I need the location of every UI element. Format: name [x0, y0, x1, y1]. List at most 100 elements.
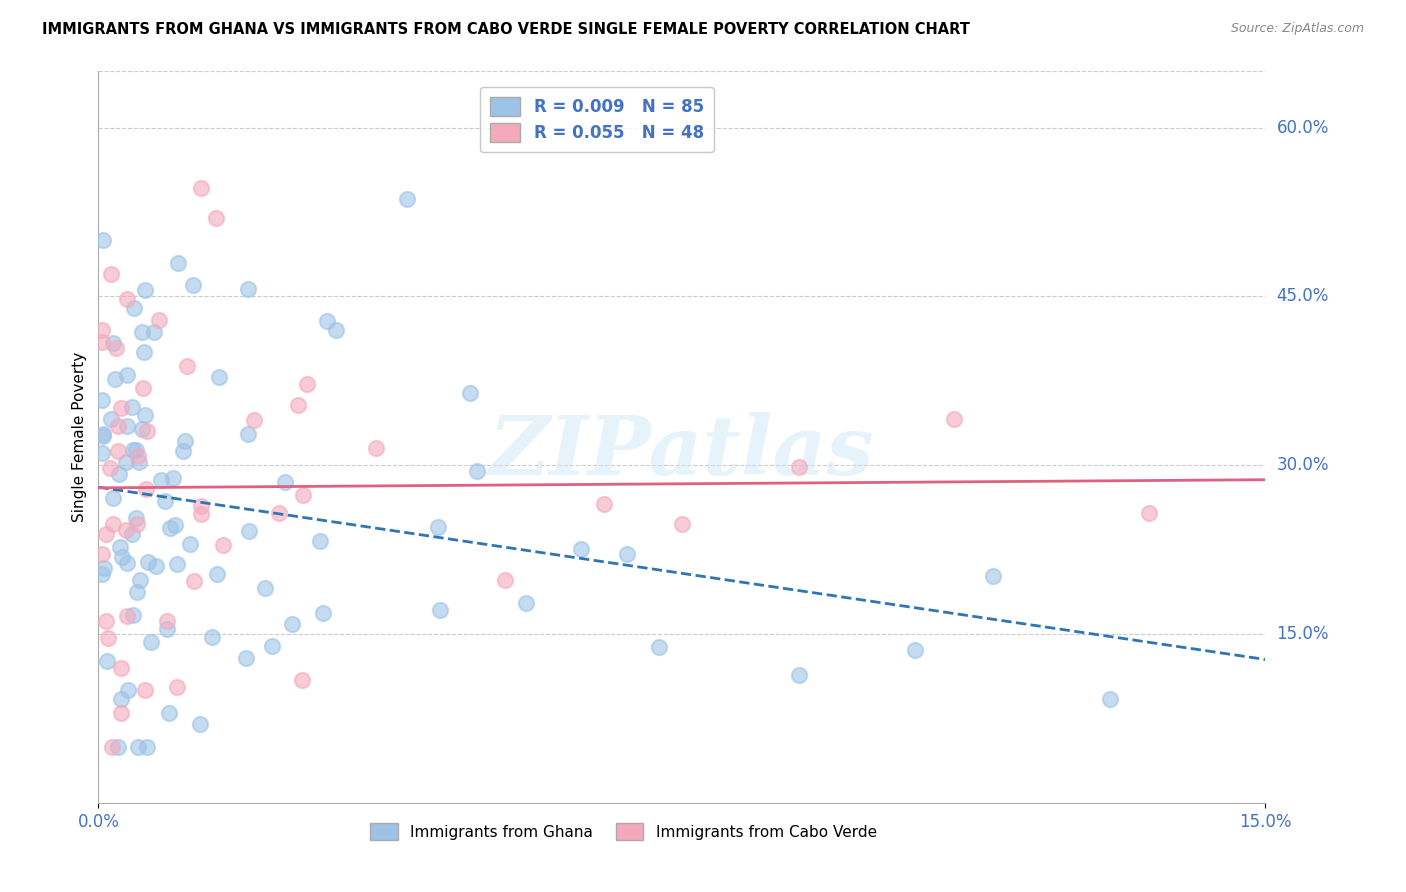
Point	[281, 617, 304, 632]
Point	[172, 443, 194, 458]
Point	[243, 413, 266, 427]
Point	[117, 683, 139, 698]
Point	[262, 639, 284, 653]
Point	[125, 510, 148, 524]
Point	[904, 643, 927, 657]
Point	[190, 180, 212, 194]
Point	[494, 573, 516, 587]
Point	[190, 507, 212, 521]
Point	[162, 470, 184, 484]
Point	[208, 370, 231, 384]
Text: 60.0%: 60.0%	[1277, 119, 1329, 136]
Text: 45.0%: 45.0%	[1277, 287, 1329, 305]
Point	[429, 603, 451, 617]
Point	[115, 556, 138, 570]
Point	[205, 211, 228, 225]
Point	[101, 491, 124, 505]
Point	[127, 739, 149, 754]
Point	[134, 283, 156, 297]
Point	[96, 654, 118, 668]
Point	[114, 455, 136, 469]
Point	[91, 323, 114, 337]
Point	[107, 467, 129, 481]
Point	[104, 372, 127, 386]
Point	[93, 233, 115, 247]
Point	[176, 359, 198, 373]
Point	[274, 475, 297, 489]
Point	[124, 301, 146, 315]
Point	[105, 341, 128, 355]
Point	[91, 566, 114, 581]
Point	[460, 385, 482, 400]
Point	[110, 706, 132, 720]
Point	[125, 443, 148, 458]
Point	[236, 282, 259, 296]
Point	[253, 581, 276, 595]
Point	[671, 517, 693, 532]
Point	[593, 497, 616, 511]
Point	[91, 334, 114, 349]
Point	[125, 585, 148, 599]
Point	[97, 631, 120, 645]
Point	[236, 426, 259, 441]
Point	[287, 398, 309, 412]
Point	[107, 418, 129, 433]
Point	[115, 419, 138, 434]
Point	[103, 336, 125, 351]
Point	[156, 622, 179, 636]
Point	[100, 412, 122, 426]
Point	[291, 673, 314, 688]
Point	[107, 739, 129, 754]
Text: Source: ZipAtlas.com: Source: ZipAtlas.com	[1230, 22, 1364, 36]
Point	[135, 424, 157, 438]
Point	[134, 683, 156, 698]
Text: 30.0%: 30.0%	[1277, 456, 1329, 475]
Point	[159, 521, 181, 535]
Point	[396, 192, 419, 206]
Point	[616, 547, 638, 561]
Point	[190, 499, 212, 513]
Point	[188, 717, 211, 731]
Point	[110, 401, 132, 415]
Point	[135, 739, 157, 754]
Point	[787, 460, 810, 475]
Point	[122, 607, 145, 622]
Point	[115, 524, 138, 538]
Text: IMMIGRANTS FROM GHANA VS IMMIGRANTS FROM CABO VERDE SINGLE FEMALE POVERTY CORREL: IMMIGRANTS FROM GHANA VS IMMIGRANTS FROM…	[42, 22, 970, 37]
Point	[515, 596, 537, 610]
Point	[205, 566, 228, 581]
Point	[135, 482, 157, 496]
Point	[212, 538, 235, 552]
Point	[465, 464, 488, 478]
Point	[91, 393, 114, 408]
Point	[312, 606, 335, 620]
Text: ZIPatlas: ZIPatlas	[489, 412, 875, 491]
Point	[127, 516, 149, 531]
Point	[148, 313, 170, 327]
Point	[101, 517, 124, 532]
Point	[1137, 507, 1160, 521]
Point	[91, 446, 114, 460]
Point	[943, 412, 966, 426]
Point	[94, 615, 117, 629]
Point	[325, 323, 347, 337]
Point	[121, 401, 143, 415]
Legend: Immigrants from Ghana, Immigrants from Cabo Verde: Immigrants from Ghana, Immigrants from C…	[364, 816, 883, 847]
Point	[238, 524, 260, 538]
Point	[117, 368, 139, 382]
Point	[150, 473, 173, 487]
Point	[101, 739, 124, 754]
Point	[131, 421, 153, 435]
Point	[201, 630, 224, 644]
Point	[155, 614, 177, 628]
Y-axis label: Single Female Poverty: Single Female Poverty	[72, 352, 87, 522]
Point	[134, 408, 156, 422]
Point	[98, 461, 121, 475]
Point	[267, 506, 290, 520]
Point	[91, 429, 114, 443]
Point	[91, 547, 114, 561]
Point	[110, 661, 132, 675]
Point	[153, 493, 176, 508]
Point	[121, 527, 143, 541]
Point	[183, 574, 205, 589]
